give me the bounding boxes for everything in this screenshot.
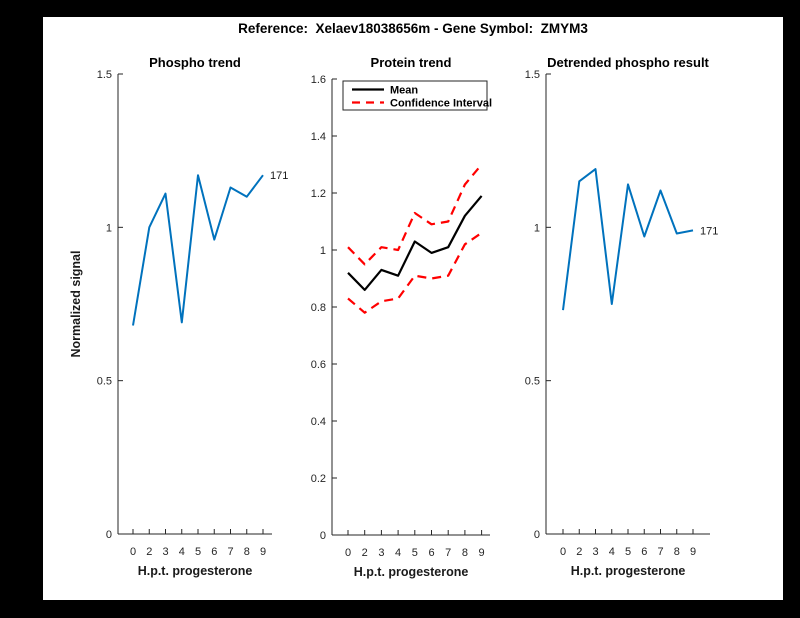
y-tick-label: 1 (106, 222, 112, 234)
figure-title: Reference: Xelaev18038656m - Gene Symbol… (238, 21, 588, 36)
y-tick-label: 1.5 (97, 69, 112, 81)
y-tick-label: 1.5 (525, 69, 540, 81)
x-tick-label: 3 (592, 546, 598, 558)
y-tick-label: 0 (534, 529, 540, 541)
x-tick-label: 9 (690, 546, 696, 558)
y-axis-label: Normalized signal (69, 251, 83, 358)
x-tick-label: 4 (179, 546, 185, 558)
y-tick-label: 0 (106, 529, 112, 541)
legend-box (342, 80, 488, 111)
x-tick-label: 5 (412, 547, 418, 559)
x-tick-label: 8 (462, 547, 468, 559)
series-confidence-interval-upper (347, 163, 483, 266)
series-end-label: 171 (270, 170, 288, 182)
y-tick-label: 1.2 (311, 188, 326, 200)
x-tick-label: 9 (479, 547, 485, 559)
x-tick-label: 0 (560, 546, 566, 558)
series-mean (347, 195, 483, 291)
y-tick-label: 1.6 (311, 74, 326, 86)
x-tick-label: 0 (130, 546, 136, 558)
x-axis-label: H.p.t. progesterone (138, 564, 253, 578)
x-axis-label: H.p.t. progesterone (571, 564, 686, 578)
x-tick-label: 2 (362, 547, 368, 559)
x-tick-label: 2 (576, 546, 582, 558)
x-tick-label: 6 (428, 547, 434, 559)
x-tick-label: 3 (162, 546, 168, 558)
legend-label: Mean (390, 85, 418, 97)
series-end-label: 171 (700, 225, 718, 237)
x-tick-label: 6 (641, 546, 647, 558)
series-phospho-signal (132, 174, 264, 326)
y-tick-label: 1 (534, 222, 540, 234)
x-tick-label: 2 (146, 546, 152, 558)
series-detrended-phospho-signal (562, 168, 694, 311)
figure-area: Reference: Xelaev18038656m - Gene Symbol… (43, 17, 783, 600)
y-tick-label: 0 (320, 530, 326, 542)
x-axis-label: H.p.t. progesterone (354, 565, 469, 579)
chart-title: Protein trend (371, 55, 452, 70)
y-tick-label: 0.4 (311, 416, 326, 428)
x-tick-label: 8 (244, 546, 250, 558)
y-tick-label: 0.6 (311, 359, 326, 371)
y-axis-ticks: 0 0.5 1 1.5 (97, 69, 123, 541)
chart-title: Phospho trend (149, 55, 241, 70)
x-tick-label: 7 (227, 546, 233, 558)
x-tick-label: 7 (657, 546, 663, 558)
x-tick-label: 5 (625, 546, 631, 558)
series-confidence-interval-lower (347, 231, 483, 314)
x-tick-label: 8 (674, 546, 680, 558)
y-tick-label: 0.2 (311, 473, 326, 485)
y-axis-ticks: 0 0.2 0.4 0.6 0.8 1 1.2 1.4 1.6 (311, 74, 337, 542)
y-tick-label: 1.4 (311, 131, 326, 143)
x-tick-label: 6 (211, 546, 217, 558)
legend-label: Confidence Interval (390, 98, 492, 110)
chart-title: Detrended phospho result (547, 55, 709, 70)
y-tick-label: 1 (320, 245, 326, 257)
x-tick-label: 4 (609, 546, 615, 558)
y-tick-label: 0.5 (97, 376, 112, 388)
y-tick-label: 0.5 (525, 376, 540, 388)
x-tick-label: 4 (395, 547, 401, 559)
x-tick-label: 3 (378, 547, 384, 559)
y-axis-ticks: 0 0.5 1 1.5 (525, 69, 551, 541)
x-tick-label: 0 (345, 547, 351, 559)
x-tick-label: 5 (195, 546, 201, 558)
x-tick-label: 9 (260, 546, 266, 558)
x-tick-label: 7 (445, 547, 451, 559)
y-tick-label: 0.8 (311, 302, 326, 314)
chart-protein-trend: 00.20.40.60.811.21.41.60 2 3 4 5 6 7 8 9Protein … (311, 55, 492, 579)
